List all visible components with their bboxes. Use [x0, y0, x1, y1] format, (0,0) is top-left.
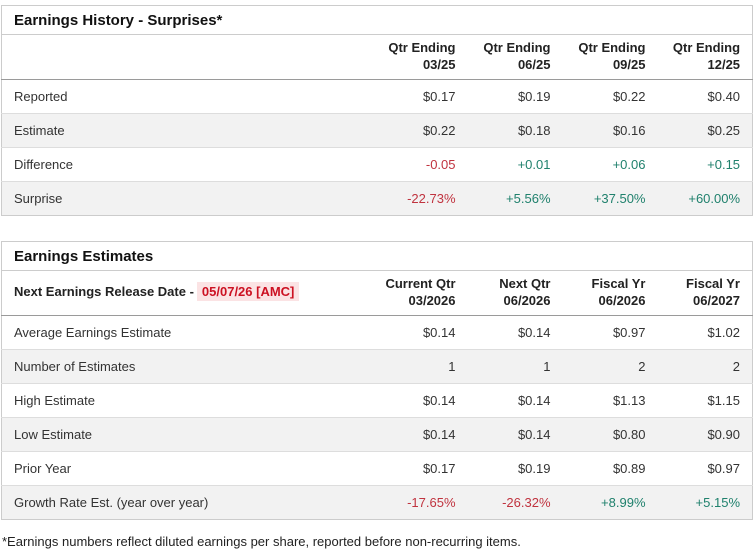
cell-value: $0.97 [562, 314, 658, 350]
cell-value: $1.13 [562, 382, 658, 418]
cell-value: $0.14 [467, 314, 563, 350]
earnings-history-table: Earnings History - Surprises* Qtr Ending… [1, 5, 753, 216]
column-header-row: Next Earnings Release Date -05/07/26 [AM… [1, 270, 753, 316]
column-header-row: Qtr Ending 03/25 Qtr Ending 06/25 Qtr Ending… [1, 34, 753, 80]
column-header: Qtr Ending 06/25 [467, 34, 563, 80]
table-row: Difference -0.05 +0.01 +0.06 +0.15 [1, 146, 753, 182]
cell-value: $0.18 [467, 112, 563, 148]
row-label: Low Estimate [1, 416, 373, 452]
column-header: Fiscal Yr 06/2027 [657, 270, 753, 316]
release-date-label: Next Earnings Release Date - [14, 284, 194, 300]
column-header: Qtr Ending 03/25 [372, 34, 468, 80]
cell-value: $0.80 [562, 416, 658, 452]
table-row: Low Estimate $0.14 $0.14 $0.80 $0.90 [1, 416, 753, 452]
cell-value: $0.14 [372, 416, 468, 452]
row-label: Growth Rate Est. (year over year) [1, 484, 373, 520]
table-title-row: Earnings Estimates [1, 241, 753, 271]
row-label: Difference [1, 146, 373, 182]
cell-value: +0.15 [657, 146, 753, 182]
cell-value: 1 [467, 348, 563, 384]
table-row: Number of Estimates 1 1 2 2 [1, 348, 753, 384]
cell-value: $0.25 [657, 112, 753, 148]
cell-value: -22.73% [372, 180, 468, 216]
column-header: Qtr Ending 09/25 [562, 34, 658, 80]
earnings-estimates-body: Average Earnings Estimate $0.14 $0.14 $0.97… [1, 314, 753, 520]
table-row: Reported $0.17 $0.19 $0.22 $0.40 [1, 78, 753, 114]
column-header: Next Qtr 06/2026 [467, 270, 563, 316]
cell-value: +0.01 [467, 146, 563, 182]
row-label: Average Earnings Estimate [1, 314, 373, 350]
cell-value: $0.17 [372, 450, 468, 486]
cell-value: $0.89 [562, 450, 658, 486]
cell-value: +8.99% [562, 484, 658, 520]
column-header: Qtr Ending 12/25 [657, 34, 753, 80]
cell-value: $0.17 [372, 78, 468, 114]
cell-value: +5.15% [657, 484, 753, 520]
earnings-history-title: Earnings History - Surprises* [1, 5, 753, 35]
cell-value: $1.15 [657, 382, 753, 418]
table-title-row: Earnings History - Surprises* [1, 5, 753, 35]
cell-value: +5.56% [467, 180, 563, 216]
cell-value: -26.32% [467, 484, 563, 520]
cell-value: $0.14 [372, 314, 468, 350]
cell-value: +0.06 [562, 146, 658, 182]
row-label: Surprise [1, 180, 373, 216]
table-row: High Estimate $0.14 $0.14 $1.13 $1.15 [1, 382, 753, 418]
header-spacer [1, 34, 373, 80]
cell-value: $0.40 [657, 78, 753, 114]
cell-value: -17.65% [372, 484, 468, 520]
cell-value: $1.02 [657, 314, 753, 350]
cell-value: 2 [562, 348, 658, 384]
cell-value: $0.19 [467, 78, 563, 114]
row-label: Number of Estimates [1, 348, 373, 384]
row-label: High Estimate [1, 382, 373, 418]
cell-value: +60.00% [657, 180, 753, 216]
next-earnings-release-cell: Next Earnings Release Date -05/07/26 [AM… [1, 270, 373, 316]
earnings-history-body: Reported $0.17 $0.19 $0.22 $0.40 Estimate $0.2… [1, 78, 753, 216]
release-date-value: 05/07/26 [AMC] [196, 282, 300, 302]
cell-value: $0.16 [562, 112, 658, 148]
cell-value: $0.90 [657, 416, 753, 452]
earnings-estimates-title: Earnings Estimates [1, 241, 753, 271]
earnings-footnote: *Earnings numbers reflect diluted earnin… [2, 533, 521, 549]
cell-value: $0.22 [562, 78, 658, 114]
cell-value: $0.97 [657, 450, 753, 486]
cell-value: $0.14 [372, 382, 468, 418]
earnings-estimates-table: Earnings Estimates Next Earnings Release… [1, 240, 753, 520]
table-row: Prior Year $0.17 $0.19 $0.89 $0.97 [1, 450, 753, 486]
row-label: Prior Year [1, 450, 373, 486]
cell-value: 2 [657, 348, 753, 384]
row-label: Reported [1, 78, 373, 114]
cell-value: +37.50% [562, 180, 658, 216]
table-row: Estimate $0.22 $0.18 $0.16 $0.25 [1, 112, 753, 148]
cell-value: -0.05 [372, 146, 468, 182]
cell-value: $0.14 [467, 416, 563, 452]
table-row: Growth Rate Est. (year over year) -17.65%… [1, 484, 753, 520]
table-row: Average Earnings Estimate $0.14 $0.14 $0.97… [1, 314, 753, 350]
cell-value: 1 [372, 348, 468, 384]
cell-value: $0.14 [467, 382, 563, 418]
row-label: Estimate [1, 112, 373, 148]
table-row: Surprise -22.73% +5.56% +37.50% +60.00% [1, 180, 753, 216]
column-header: Current Qtr 03/2026 [372, 270, 468, 316]
cell-value: $0.19 [467, 450, 563, 486]
cell-value: $0.22 [372, 112, 468, 148]
column-header: Fiscal Yr 06/2026 [562, 270, 658, 316]
